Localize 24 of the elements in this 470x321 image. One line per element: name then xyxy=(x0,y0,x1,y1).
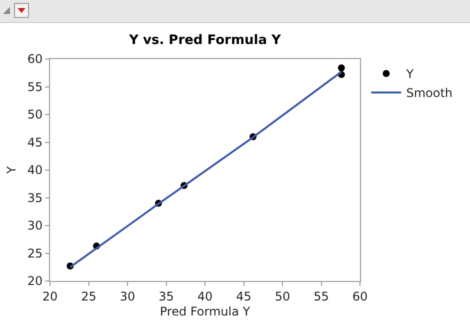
point xyxy=(338,64,345,72)
x-tick-label: 40 xyxy=(197,289,213,304)
y-tick-label: 25 xyxy=(27,246,43,260)
x-tick-label: 45 xyxy=(236,289,252,304)
x-tick-label: 55 xyxy=(314,289,329,304)
legend-label: Smooth xyxy=(406,86,453,100)
x-tick-label: 35 xyxy=(158,289,174,304)
x-tick-label: 20 xyxy=(42,289,58,304)
y-tick-label: 20 xyxy=(27,274,43,288)
y-tick-label: 45 xyxy=(27,135,43,150)
x-tick-label: 25 xyxy=(81,289,96,304)
y-tick-label: 55 xyxy=(27,80,43,94)
x-axis-title: Pred Formula Y xyxy=(160,304,251,318)
y-axis-title: Y xyxy=(4,166,19,175)
y-tick-label: 50 xyxy=(27,108,43,122)
y-tick-label: 60 xyxy=(27,52,43,66)
legend-label: Y xyxy=(405,67,414,82)
y-tick-label: 35 xyxy=(27,190,43,205)
y-tick-label: 40 xyxy=(27,163,43,178)
x-tick-label: 50 xyxy=(274,289,290,304)
x-tick-label: 60 xyxy=(352,289,368,304)
x-tick-label: 30 xyxy=(120,289,136,304)
chart-title: Y vs. Pred Formula Y xyxy=(128,33,282,48)
y-tick-label: 30 xyxy=(27,218,43,233)
